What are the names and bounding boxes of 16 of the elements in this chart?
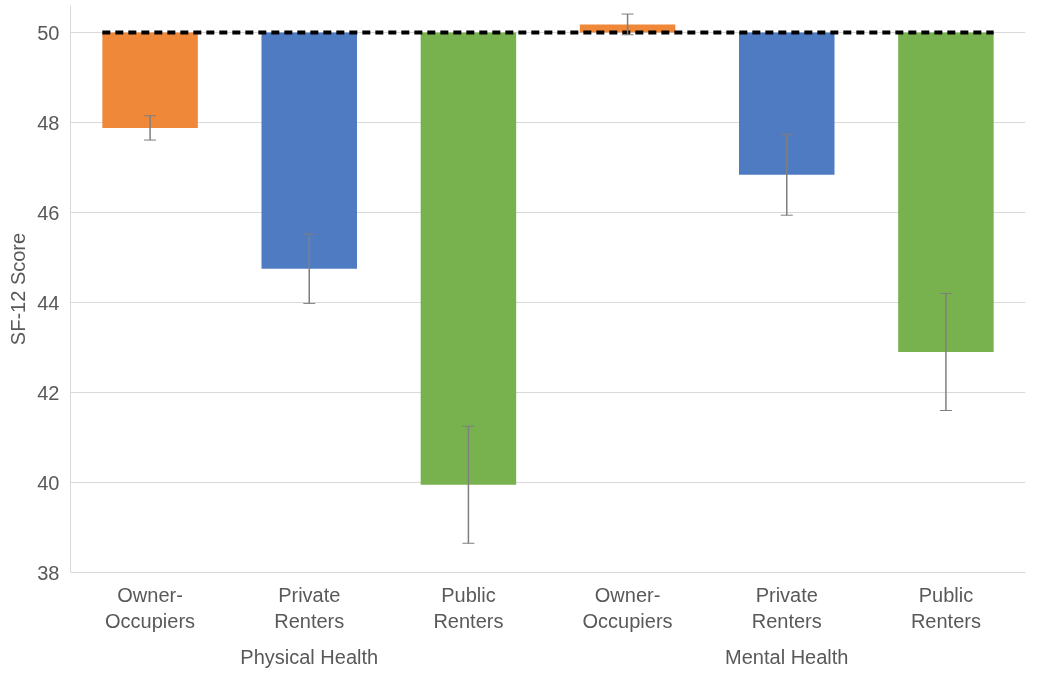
text: Mental Health	[725, 645, 849, 668]
y-tick-label: 42	[37, 381, 60, 404]
y-tick-label: 50	[37, 21, 60, 44]
x-tick-label: Owner-Occupiers	[582, 583, 673, 632]
y-tick-label: 44	[37, 291, 60, 314]
x-tick-label: Private Renters	[751, 583, 822, 632]
x-tick-label: Private Renters	[274, 583, 345, 632]
y-axis-title: SF-12 Score	[7, 232, 30, 346]
y-tick-label: 40	[37, 471, 60, 494]
x-tick-label: Public Renters	[910, 583, 981, 632]
y-tick-label: 48	[37, 111, 60, 134]
y-tick-label: 46	[37, 201, 60, 224]
x-tick-label: Public Renters	[433, 583, 504, 632]
x-tick-label: Owner-Occupiers	[105, 583, 196, 632]
text: Physical Health	[240, 645, 379, 668]
y-tick-label: 38	[37, 561, 60, 584]
